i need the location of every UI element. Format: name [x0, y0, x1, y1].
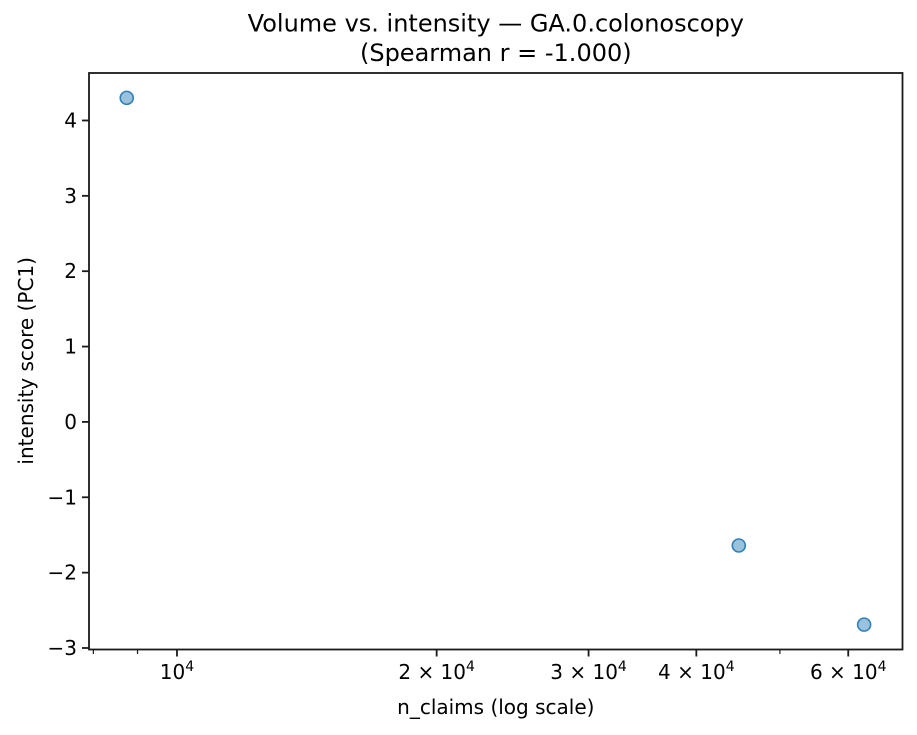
- scatter-point: [731, 538, 747, 553]
- y-tick-label: 3: [64, 184, 77, 208]
- x-tick-label: 2 × 104: [398, 659, 475, 684]
- y-tick-label: 0: [64, 410, 77, 434]
- x-tick-label: 104: [160, 659, 194, 684]
- scatter-point: [856, 617, 872, 632]
- chart-title-line1: Volume vs. intensity — GA.0.colonoscopy: [248, 10, 744, 38]
- y-tick-label: 4: [64, 108, 77, 132]
- x-tick-label: 3 × 104: [550, 659, 627, 684]
- y-axis-label: intensity score (PC1): [14, 257, 38, 465]
- y-tick-label: 1: [64, 335, 77, 359]
- plot-border: [88, 72, 904, 651]
- x-tick-label: 6 × 104: [810, 659, 887, 684]
- x-axis-label: n_claims (log scale): [397, 695, 594, 719]
- scatter-point: [119, 90, 135, 106]
- axes-group: −3 −2 −1 0 1 2 3 4 104 2 × 104 3 × 104 4 × 104 6 × 1…: [48, 72, 904, 684]
- y-tick-label: 2: [64, 259, 77, 283]
- y-tick-label: −1: [48, 485, 77, 509]
- y-tick-label: −3: [48, 636, 77, 660]
- y-tick-label: −2: [48, 561, 77, 585]
- chart-title-line2: (Spearman r = -1.000): [360, 39, 632, 67]
- data-points-group: [119, 90, 872, 632]
- x-tick-label: 4 × 104: [658, 659, 735, 684]
